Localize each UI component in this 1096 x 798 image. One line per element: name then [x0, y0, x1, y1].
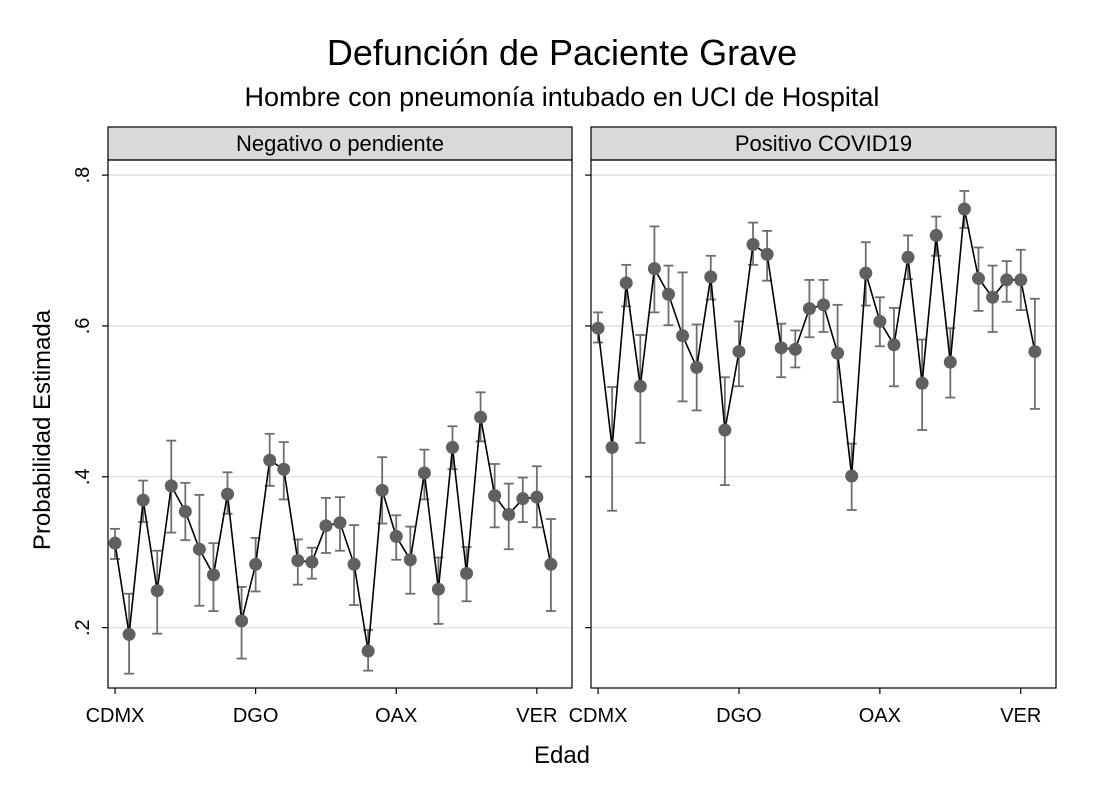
data-point: [774, 341, 788, 355]
data-point: [901, 250, 915, 264]
data-point: [788, 342, 802, 356]
data-point: [403, 553, 417, 567]
data-point: [136, 493, 150, 507]
data-point: [957, 202, 971, 216]
x-tick-label: CDMX: [569, 705, 628, 727]
data-point: [445, 440, 459, 454]
plot-frame: [107, 159, 573, 689]
data-point: [817, 298, 830, 312]
data-point: [431, 582, 445, 596]
data-point: [221, 487, 235, 501]
data-point: [305, 555, 319, 569]
data-point: [333, 516, 347, 530]
data-point: [647, 262, 661, 276]
data-point: [361, 644, 375, 658]
data-point: [460, 566, 474, 580]
x-tick-label: VER: [516, 705, 557, 727]
data-point: [676, 329, 690, 343]
x-tick-label: OAX: [375, 705, 417, 727]
data-point: [516, 492, 530, 506]
data-point: [150, 584, 164, 598]
data-point: [389, 529, 403, 543]
data-point: [277, 462, 291, 476]
x-tick-label: DGO: [716, 705, 762, 727]
data-point: [704, 270, 718, 284]
plot-frame: [590, 159, 1057, 689]
data-point: [263, 453, 277, 467]
data-point: [319, 519, 333, 533]
data-point: [1028, 345, 1042, 359]
data-point: [235, 614, 249, 628]
data-point: [972, 271, 985, 285]
data-point: [873, 314, 887, 328]
data-point: [915, 376, 929, 390]
data-point: [544, 557, 558, 571]
panels-group: Negativo o pendiente .2 .4 .6 .8 CDMX DGO OAX VE…: [72, 126, 1057, 727]
data-point: [164, 479, 178, 493]
data-point: [732, 345, 746, 359]
panel-label: Negativo o pendiente: [236, 131, 444, 156]
data-point: [108, 536, 122, 550]
y-tick-label: .6: [72, 318, 94, 335]
data-point: [530, 490, 544, 504]
x-tick-label: DGO: [233, 705, 279, 727]
data-point: [1000, 273, 1014, 287]
data-point: [929, 228, 943, 242]
data-point: [619, 276, 633, 290]
data-point: [291, 554, 305, 568]
data-point: [760, 247, 774, 261]
data-point: [690, 360, 704, 374]
data-point: [1014, 273, 1028, 287]
data-point: [633, 379, 647, 393]
data-point: [488, 489, 502, 503]
data-point: [831, 346, 845, 360]
y-axis-label: Probabilidad Estimada: [29, 309, 56, 550]
panel-2: Positivo COVID19 CDMX DGO OAX VER: [569, 126, 1057, 727]
data-point: [591, 321, 605, 335]
data-point: [347, 557, 361, 571]
data-point: [375, 483, 389, 497]
chart-title: Defunción de Paciente Grave: [327, 32, 797, 73]
data-point: [943, 355, 957, 369]
series-line: [597, 208, 1036, 477]
data-point: [986, 290, 1000, 304]
data-point: [502, 508, 516, 522]
x-tick-label: CDMX: [86, 705, 145, 727]
data-point: [192, 542, 206, 556]
data-point: [859, 266, 873, 280]
data-point: [887, 338, 901, 352]
chart-subtitle: Hombre con pneumonía intubado en UCI de …: [245, 82, 880, 112]
data-point: [122, 627, 136, 641]
data-point: [178, 504, 192, 518]
panel-1: Negativo o pendiente .2 .4 .6 .8 CDMX DGO OAX VE…: [72, 126, 573, 727]
y-tick-label: .8: [72, 167, 94, 184]
series-line: [114, 417, 552, 652]
data-point: [417, 466, 431, 480]
data-point: [605, 440, 619, 454]
x-tick-label: OAX: [859, 705, 901, 727]
x-tick-label: VER: [1000, 705, 1041, 727]
data-point: [662, 287, 675, 301]
data-point: [746, 237, 760, 251]
panel-label: Positivo COVID19: [735, 131, 912, 156]
y-tick-label: .2: [72, 619, 94, 636]
y-tick-label: .4: [72, 468, 94, 485]
panel-strip: [107, 126, 573, 161]
panel-strip: [590, 126, 1057, 161]
data-point: [206, 568, 220, 582]
x-axis-label: Edad: [534, 742, 590, 769]
data-point: [802, 302, 816, 316]
data-point: [474, 410, 488, 424]
data-point: [249, 557, 263, 571]
data-point: [845, 469, 859, 483]
data-point: [718, 423, 732, 437]
